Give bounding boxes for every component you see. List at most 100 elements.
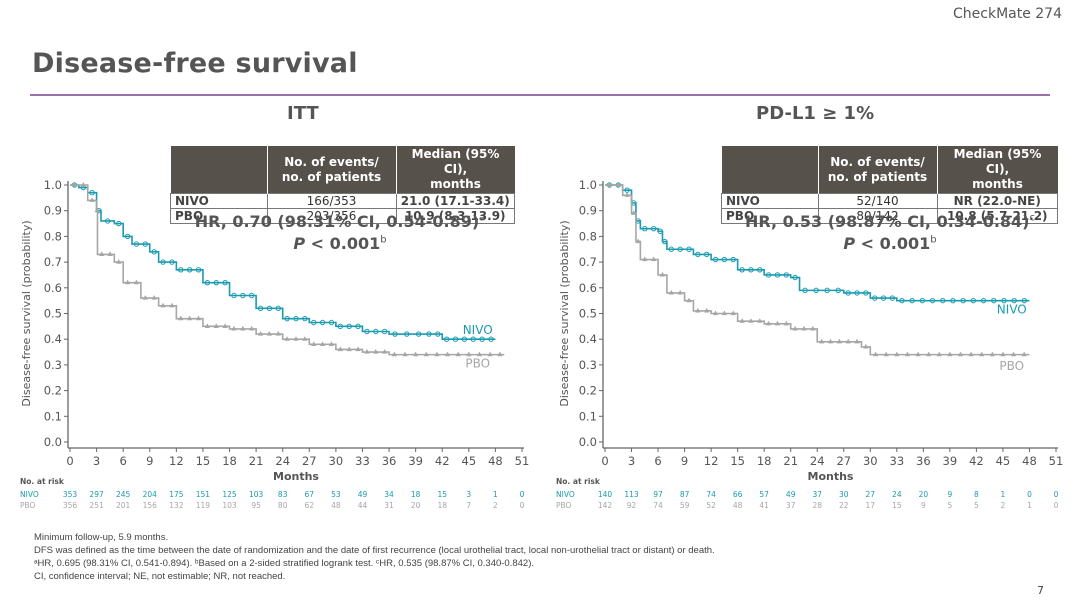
table-row: NIVO 52/140 NR (22.0-NE): [721, 193, 1058, 209]
censor-mark: [116, 220, 122, 227]
events-cell: 80/142: [817, 208, 938, 224]
p-value-pdl1: P < 0.001b: [720, 234, 1060, 253]
censor-mark: [240, 292, 246, 299]
censor-mark: [792, 325, 798, 331]
censor-mark: [872, 295, 878, 301]
at-risk-value: 5: [947, 501, 952, 510]
censor-mark: [104, 218, 111, 224]
x-tick-label: 15: [730, 454, 745, 468]
censor-mark: [919, 297, 926, 304]
y-tick-label: 0.2: [579, 384, 597, 398]
censor-mark: [413, 351, 419, 357]
censor-mark: [444, 351, 451, 357]
censor-mark: [355, 346, 361, 352]
censor-mark: [204, 323, 210, 328]
censor-mark: [721, 256, 728, 263]
censor-mark: [730, 310, 736, 316]
censor-mark: [1010, 351, 1017, 357]
p-text: < 0.001: [305, 234, 381, 253]
censor-mark: [657, 228, 663, 234]
censor-mark: [231, 292, 237, 299]
censor-mark: [392, 331, 398, 337]
censor-mark: [979, 351, 985, 357]
censor-mark: [783, 320, 789, 326]
censor-mark: [774, 272, 781, 278]
censor-mark: [813, 287, 819, 294]
censor-mark: [470, 336, 476, 342]
censor-mark: [863, 343, 869, 349]
table-header-empty: [721, 146, 818, 194]
censor-mark: [926, 351, 932, 357]
censor-mark: [739, 318, 745, 323]
censor-mark: [704, 307, 710, 313]
censor-mark: [213, 323, 219, 328]
x-tick-label: 12: [704, 454, 719, 468]
censor-mark: [89, 197, 95, 203]
series-label-pbo: PBO: [999, 359, 1024, 373]
censor-mark: [249, 325, 255, 331]
at-risk-value: 201: [116, 501, 131, 510]
at-risk-value: 0: [520, 490, 525, 499]
at-risk-value: 37: [786, 501, 796, 510]
censor-mark: [765, 272, 772, 278]
table-header-events: No. of events/ no. of patients: [266, 146, 396, 194]
at-risk-value: 52: [706, 501, 716, 510]
at-risk-value: 0: [1054, 501, 1059, 510]
page-number: 7: [1037, 584, 1044, 597]
at-risk-value: 28: [812, 501, 822, 510]
page-title: Disease-free survival: [32, 48, 358, 79]
at-risk-value: 2: [493, 501, 498, 510]
at-risk-value: 97: [653, 490, 663, 499]
censor-mark: [1021, 297, 1028, 304]
censor-mark: [204, 279, 211, 286]
at-risk-value: 1: [1027, 501, 1032, 510]
censor-mark: [703, 251, 710, 258]
x-tick-label: 48: [1022, 454, 1037, 468]
panel-title-itt: ITT: [287, 103, 319, 124]
at-risk-value: 48: [331, 501, 341, 510]
p-text: < 0.001: [855, 234, 931, 253]
at-risk-value: 48: [733, 501, 743, 510]
km-charts: 0.00.10.20.30.40.50.60.70.80.91.00 3 6 9 12 1…: [20, 178, 1063, 510]
at-risk-value: 34: [384, 490, 394, 499]
at-risk-value: 9: [947, 490, 952, 499]
censor-mark: [373, 328, 379, 335]
censor-mark: [845, 290, 851, 296]
footnotes: Minimum follow-up, 5.9 months. DFS was d…: [34, 531, 715, 583]
censor-mark: [80, 182, 86, 187]
censor-mark: [631, 210, 637, 215]
y-tick-label: 0.0: [579, 435, 597, 449]
censor-mark: [160, 302, 166, 308]
series-label-nivo: NIVO: [463, 323, 493, 337]
km-curve-nivo: [605, 184, 1030, 302]
censor-mark: [71, 182, 78, 187]
censor-mark: [443, 336, 450, 342]
at-risk-value: 8: [974, 490, 979, 499]
censor-mark: [883, 351, 889, 357]
panel-title-pdl1: PD-L1 ≥ 1%: [756, 103, 875, 124]
y-tick-label: 0.9: [44, 204, 62, 218]
x-axis-label: Months: [808, 470, 854, 483]
censor-mark: [257, 305, 264, 312]
censor-mark: [133, 279, 140, 285]
y-tick-label: 0.8: [579, 229, 597, 243]
censor-mark: [854, 338, 860, 344]
at-risk-row-label: NIVO: [556, 490, 575, 499]
at-risk-value: 66: [733, 490, 743, 499]
at-risk-value: 113: [624, 490, 639, 499]
at-risk-value: 251: [89, 501, 104, 510]
x-tick-label: 0: [601, 454, 608, 468]
censor-mark: [668, 246, 675, 252]
at-risk-value: 57: [759, 490, 769, 499]
p-value-itt: P < 0.001b: [170, 234, 510, 253]
censor-mark: [765, 320, 772, 326]
censor-mark: [836, 338, 842, 344]
censor-mark: [712, 256, 719, 263]
x-tick-label: 9: [681, 454, 688, 468]
x-tick-label: 21: [249, 454, 264, 468]
censor-mark: [266, 305, 273, 312]
censor-mark: [854, 290, 860, 296]
hr-footnote-mark: a: [479, 212, 486, 224]
censor-mark: [142, 295, 148, 300]
at-risk-value: 125: [222, 490, 237, 499]
